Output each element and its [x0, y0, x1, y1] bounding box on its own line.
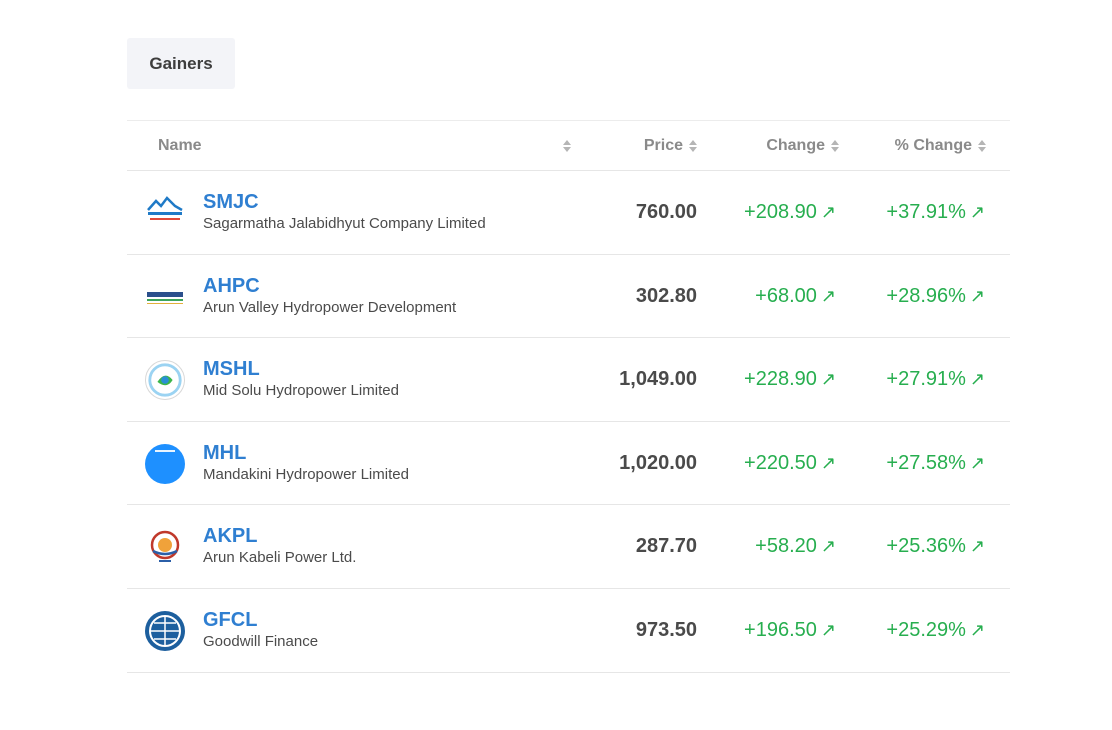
- table-header: Name Price Change % Change: [127, 121, 1010, 171]
- price-change-value: +208.90: [744, 201, 817, 223]
- arrow-up-right-icon: ↗: [969, 619, 985, 640]
- arun-kabeli-logo: [145, 527, 185, 567]
- arrow-up-right-icon: ↗: [820, 452, 836, 473]
- arrow-up-right-icon: ↗: [969, 285, 985, 306]
- sort-icon: [563, 140, 571, 152]
- arun-valley-logo: [145, 277, 185, 317]
- stock-price: 287.70: [635, 535, 697, 558]
- column-header-price[interactable]: Price: [644, 121, 697, 171]
- percent-change: +27.91% ↗: [886, 368, 985, 391]
- arrow-up-right-icon: ↗: [820, 536, 836, 557]
- mid-solu-logo: [145, 360, 185, 401]
- stock-symbol[interactable]: MSHL: [203, 358, 260, 381]
- percent-change-value: +25.29%: [886, 618, 966, 641]
- arrow-up-right-icon: ↗: [969, 536, 985, 557]
- company-name: Mid Solu Hydropower Limited: [203, 382, 399, 400]
- sort-icon: [831, 140, 839, 152]
- sort-icon: [689, 140, 697, 152]
- column-header-name[interactable]: Name: [158, 121, 571, 171]
- table-row[interactable]: GFCL Goodwill Finance 973.50 +196.50 ↗ +2…: [127, 589, 1010, 673]
- mandakini-logo: [145, 443, 185, 484]
- table-row[interactable]: SMJC Sagarmatha Jalabidhyut Company Limi…: [127, 171, 1010, 255]
- company-name: Arun Valley Hydropower Development: [203, 298, 457, 316]
- stock-symbol[interactable]: AHPC: [203, 274, 260, 297]
- sort-icon: [978, 140, 986, 152]
- price-change: +196.50 ↗: [744, 619, 836, 642]
- company-name: Arun Kabeli Power Ltd.: [203, 549, 357, 567]
- arrow-up-right-icon: ↗: [820, 202, 836, 222]
- percent-change-value: +27.91%: [886, 368, 966, 391]
- price-change-value: +220.50: [744, 451, 817, 474]
- percent-change: +37.91% ↗: [886, 201, 985, 224]
- stock-price: 760.00: [635, 201, 697, 223]
- column-header-percent-change-label: % Change: [894, 137, 972, 154]
- tab-gainers[interactable]: Gainers: [127, 38, 235, 89]
- arrow-up-right-icon: ↗: [820, 285, 836, 306]
- stock-price: 302.80: [635, 284, 697, 307]
- column-header-change[interactable]: Change: [766, 121, 839, 171]
- company-name: Sagarmatha Jalabidhyut Company Limited: [203, 215, 486, 232]
- arrow-up-right-icon: ↗: [969, 452, 985, 473]
- stock-symbol[interactable]: MHL: [203, 441, 247, 464]
- goodwill-logo: [145, 610, 185, 651]
- column-header-price-label: Price: [643, 137, 683, 154]
- stock-price: 1,049.00: [619, 368, 697, 391]
- percent-change: +28.96% ↗: [886, 285, 985, 308]
- stock-price: 973.50: [635, 618, 697, 641]
- stock-symbol[interactable]: AKPL: [203, 525, 258, 548]
- percent-change: +27.58% ↗: [886, 452, 985, 475]
- price-change-value: +196.50: [744, 618, 817, 641]
- sagarmatha-logo: [145, 193, 185, 233]
- table-row[interactable]: MSHL Mid Solu Hydropower Limited 1,049.0…: [127, 338, 1010, 422]
- company-name: Goodwill Finance: [203, 632, 319, 650]
- percent-change-value: +37.91%: [886, 201, 966, 223]
- percent-change-value: +25.36%: [886, 535, 966, 558]
- column-header-percent-change[interactable]: % Change: [895, 121, 986, 171]
- column-header-name-label: Name: [158, 137, 202, 154]
- gainers-table: Name Price Change % Change SMJC Sagarmat…: [127, 120, 1010, 673]
- arrow-up-right-icon: ↗: [820, 369, 836, 390]
- table-row[interactable]: AKPL Arun Kabeli Power Ltd. 287.70 +58.2…: [127, 505, 1010, 589]
- percent-change-value: +28.96%: [886, 284, 966, 307]
- table-row[interactable]: AHPC Arun Valley Hydropower Development …: [127, 255, 1010, 339]
- price-change: +58.20 ↗: [755, 535, 836, 558]
- stock-symbol[interactable]: GFCL: [203, 608, 258, 631]
- stock-price: 1,020.00: [619, 451, 697, 474]
- price-change-value: +228.90: [744, 368, 817, 391]
- price-change: +228.90 ↗: [744, 368, 836, 391]
- percent-change: +25.36% ↗: [886, 535, 985, 558]
- price-change: +208.90 ↗: [744, 201, 836, 224]
- company-name: Mandakini Hydropower Limited: [203, 465, 409, 483]
- arrow-up-right-icon: ↗: [969, 369, 985, 390]
- percent-change: +25.29% ↗: [886, 619, 985, 642]
- table-row[interactable]: MHL Mandakini Hydropower Limited 1,020.0…: [127, 422, 1010, 506]
- price-change: +220.50 ↗: [744, 452, 836, 475]
- price-change: +68.00 ↗: [755, 285, 836, 308]
- percent-change-value: +27.58%: [886, 451, 966, 474]
- arrow-up-right-icon: ↗: [820, 619, 836, 640]
- arrow-up-right-icon: ↗: [969, 202, 985, 222]
- stock-symbol[interactable]: SMJC: [203, 191, 259, 213]
- price-change-value: +58.20: [755, 535, 817, 558]
- column-header-change-label: Change: [766, 137, 825, 154]
- price-change-value: +68.00: [755, 284, 817, 307]
